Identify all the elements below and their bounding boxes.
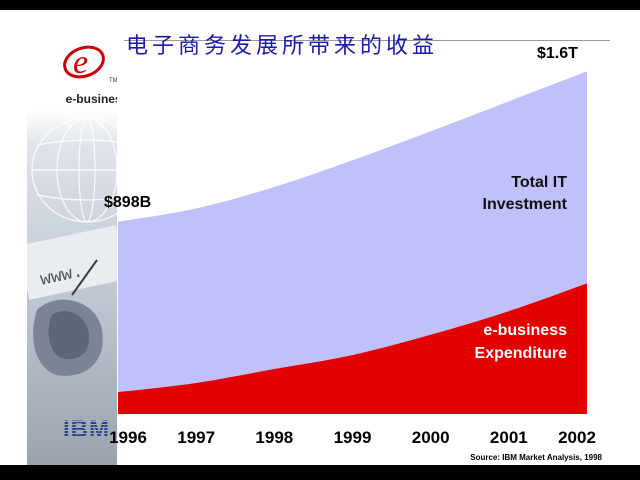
- e-business-logo-text: e-business: [65, 92, 117, 106]
- x-tick-label: 1997: [177, 428, 215, 447]
- source-note: Source: IBM Market Analysis, 1998: [470, 453, 602, 462]
- start-value-annotation: $898B: [104, 193, 152, 211]
- svg-text:e: e: [73, 44, 88, 81]
- x-tick-label: 1996: [109, 428, 147, 447]
- end-value-annotation: $1.6T: [537, 45, 578, 63]
- slide-title: 电子商务发展所带来的收益: [126, 34, 439, 59]
- x-tick-label: 1998: [255, 428, 293, 447]
- x-tick-label: 2001: [490, 428, 528, 447]
- sidebar: www. e TM e-business IBM: [27, 10, 117, 465]
- slide: www. e TM e-business IBM 电子商务发展所带来的收益 19…: [0, 10, 640, 465]
- series-label-line: e-business: [483, 321, 567, 339]
- series-label-line: Expenditure: [474, 344, 567, 362]
- x-tick-label: 1999: [334, 428, 372, 447]
- trademark-symbol: TM: [109, 78, 117, 84]
- area-chart: 1996 1997 1998 1999 2000 2001 2002: [109, 71, 596, 447]
- series-label-total-it: Total IT Investment: [483, 172, 567, 216]
- series-label-line: Total IT: [511, 174, 567, 192]
- title-rule: [124, 40, 610, 41]
- series-label-line: Investment: [482, 196, 567, 214]
- x-tick-label: 2002: [558, 428, 596, 447]
- series-label-ebusiness: e-business Expenditure: [475, 319, 567, 365]
- e-business-logo-icon: e: [63, 44, 105, 81]
- globe-mouse-illustration: www.: [27, 117, 117, 376]
- area-series-e-business-expenditure: [118, 283, 587, 414]
- ibm-logo: IBM: [63, 416, 110, 443]
- x-tick-label: 2000: [412, 428, 450, 447]
